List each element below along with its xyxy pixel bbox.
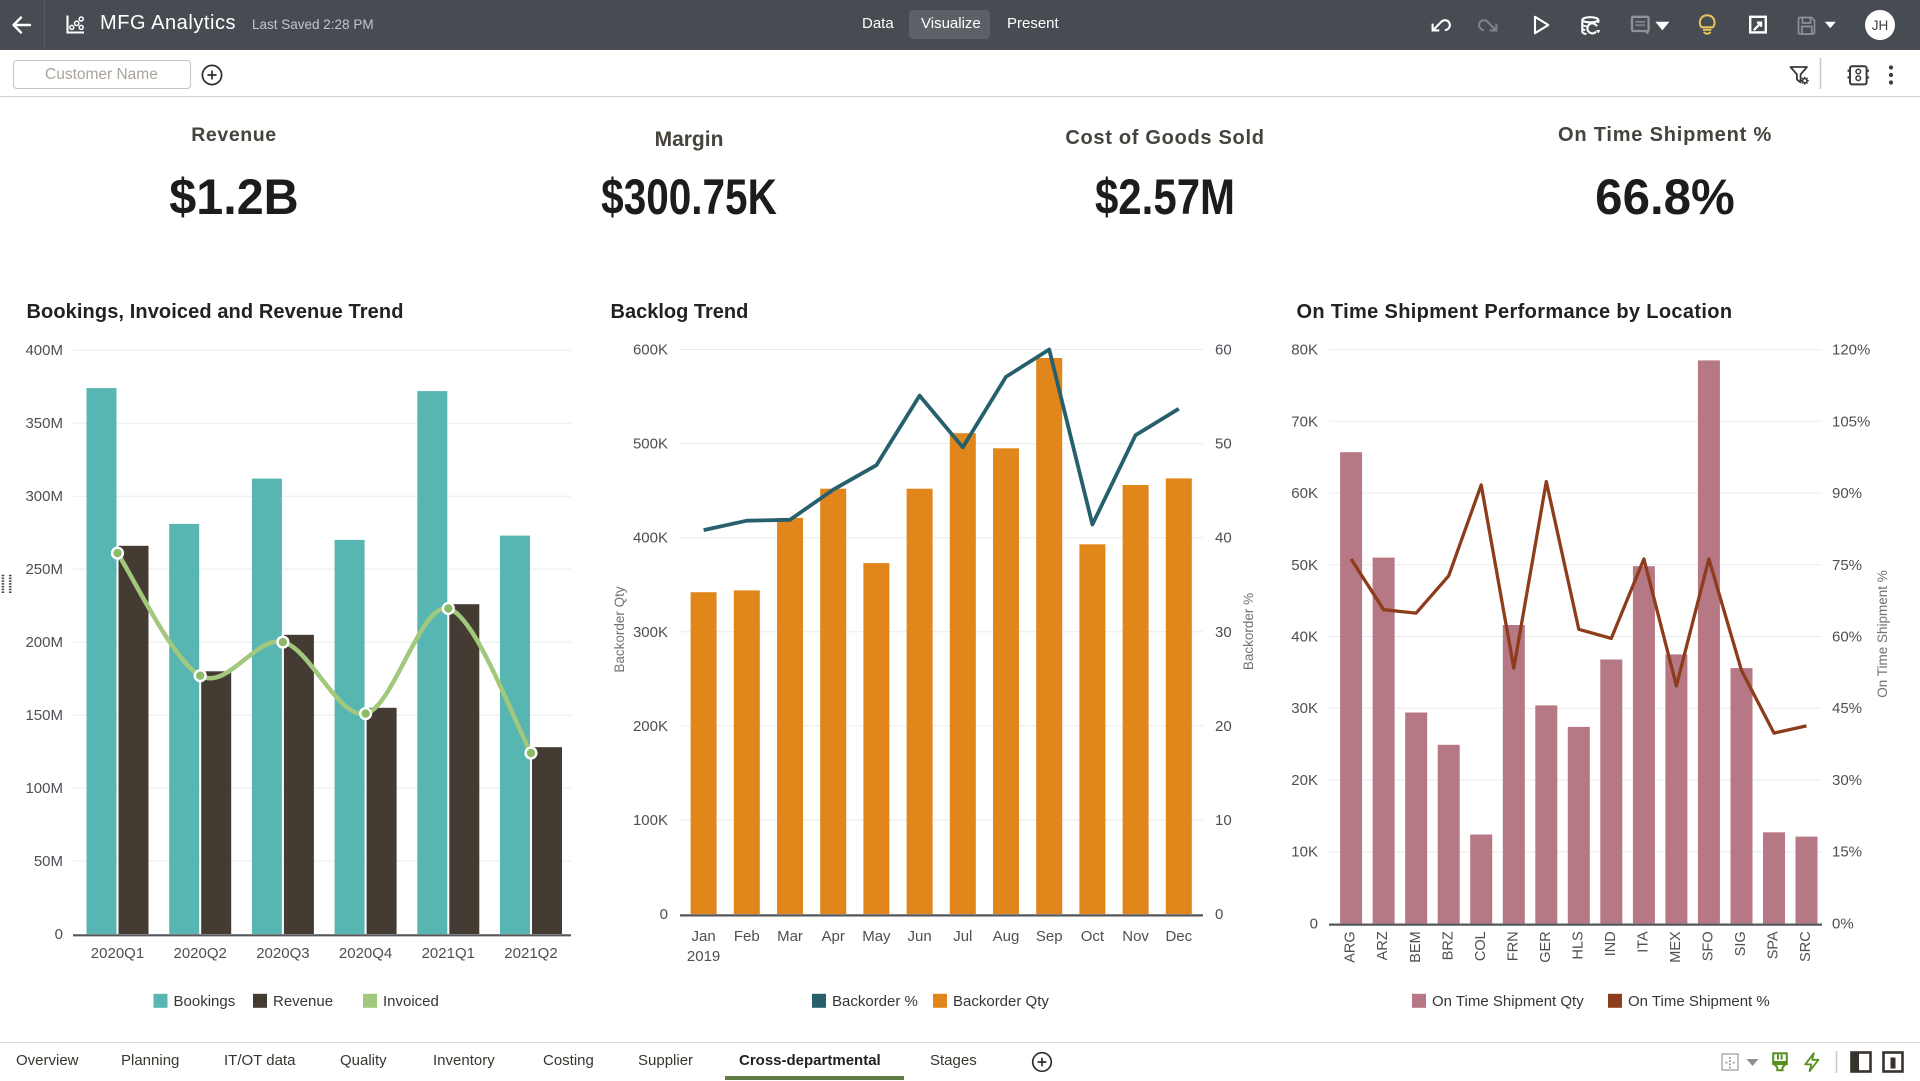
svg-text:60%: 60% bbox=[1832, 629, 1862, 646]
svg-text:On Time Shipment %: On Time Shipment % bbox=[1628, 993, 1770, 1010]
svg-text:50K: 50K bbox=[1291, 557, 1318, 574]
svg-text:Bookings, Invoiced and Revenue: Bookings, Invoiced and Revenue Trend bbox=[27, 301, 404, 323]
svg-text:20: 20 bbox=[1215, 718, 1232, 735]
svg-text:SPA: SPA bbox=[1766, 931, 1782, 959]
svg-text:2021Q2: 2021Q2 bbox=[504, 945, 557, 962]
svg-text:GER: GER bbox=[1538, 931, 1554, 962]
svg-text:IND: IND bbox=[1603, 931, 1619, 956]
svg-text:Feb: Feb bbox=[734, 928, 760, 945]
svg-text:70K: 70K bbox=[1291, 413, 1318, 430]
svg-text:350M: 350M bbox=[25, 415, 63, 432]
svg-text:Jul: Jul bbox=[953, 928, 972, 945]
svg-text:Sep: Sep bbox=[1036, 928, 1063, 945]
svg-text:200M: 200M bbox=[25, 634, 63, 651]
svg-text:105%: 105% bbox=[1832, 413, 1870, 430]
svg-text:10K: 10K bbox=[1291, 844, 1318, 861]
svg-text:May: May bbox=[862, 928, 891, 945]
svg-text:100K: 100K bbox=[633, 812, 668, 829]
svg-text:On Time Shipment Performance b: On Time Shipment Performance by Location bbox=[1297, 301, 1733, 323]
svg-text:600K: 600K bbox=[633, 342, 668, 359]
svg-text:300M: 300M bbox=[25, 488, 63, 505]
svg-text:BRZ: BRZ bbox=[1440, 931, 1456, 960]
svg-text:ARZ: ARZ bbox=[1375, 931, 1391, 960]
svg-text:0: 0 bbox=[55, 926, 63, 943]
svg-text:60: 60 bbox=[1215, 342, 1232, 359]
svg-text:MEX: MEX bbox=[1668, 931, 1684, 963]
svg-text:40: 40 bbox=[1215, 530, 1232, 547]
svg-text:SFO: SFO bbox=[1701, 931, 1717, 961]
svg-text:30K: 30K bbox=[1291, 700, 1318, 717]
svg-text:Oct: Oct bbox=[1081, 928, 1105, 945]
svg-text:60K: 60K bbox=[1291, 485, 1318, 502]
svg-text:Aug: Aug bbox=[993, 928, 1020, 945]
svg-text:30%: 30% bbox=[1832, 772, 1862, 789]
svg-text:Dec: Dec bbox=[1165, 928, 1192, 945]
svg-text:150M: 150M bbox=[25, 707, 63, 724]
svg-text:0: 0 bbox=[1310, 915, 1318, 932]
svg-text:ITA: ITA bbox=[1636, 931, 1652, 953]
svg-text:50M: 50M bbox=[34, 853, 63, 870]
svg-text:Invoiced: Invoiced bbox=[383, 993, 439, 1010]
svg-text:40K: 40K bbox=[1291, 629, 1318, 646]
svg-text:FRN: FRN bbox=[1505, 931, 1521, 961]
svg-text:On Time Shipment %: On Time Shipment % bbox=[1875, 570, 1890, 698]
svg-text:Revenue: Revenue bbox=[273, 993, 333, 1010]
svg-text:0: 0 bbox=[1215, 906, 1223, 923]
svg-text:Backlog Trend: Backlog Trend bbox=[611, 301, 749, 323]
svg-text:90%: 90% bbox=[1832, 485, 1862, 502]
svg-text:20K: 20K bbox=[1291, 772, 1318, 789]
svg-text:80K: 80K bbox=[1291, 342, 1318, 359]
svg-text:200K: 200K bbox=[633, 718, 668, 735]
svg-text:Backorder %: Backorder % bbox=[832, 993, 918, 1010]
svg-text:250M: 250M bbox=[25, 561, 63, 578]
svg-text:2019: 2019 bbox=[687, 948, 720, 965]
svg-text:500K: 500K bbox=[633, 436, 668, 453]
svg-text:Backorder Qty: Backorder Qty bbox=[953, 993, 1049, 1010]
svg-text:30: 30 bbox=[1215, 624, 1232, 641]
svg-text:Nov: Nov bbox=[1122, 928, 1149, 945]
svg-text:400M: 400M bbox=[25, 342, 63, 359]
svg-text:75%: 75% bbox=[1832, 557, 1862, 574]
svg-text:COL: COL bbox=[1473, 931, 1489, 961]
svg-text:15%: 15% bbox=[1832, 844, 1862, 861]
svg-text:Jan: Jan bbox=[692, 928, 716, 945]
svg-text:Bookings: Bookings bbox=[174, 993, 236, 1010]
svg-text:2020Q4: 2020Q4 bbox=[339, 945, 392, 962]
svg-text:120%: 120% bbox=[1832, 342, 1870, 359]
svg-text:BEM: BEM bbox=[1408, 931, 1424, 962]
svg-text:SRC: SRC bbox=[1798, 931, 1814, 962]
svg-text:Apr: Apr bbox=[822, 928, 845, 945]
svg-text:50: 50 bbox=[1215, 436, 1232, 453]
svg-text:On Time Shipment Qty: On Time Shipment Qty bbox=[1432, 993, 1584, 1010]
svg-text:300K: 300K bbox=[633, 624, 668, 641]
svg-text:JH: JH bbox=[1872, 18, 1889, 33]
svg-text:2020Q3: 2020Q3 bbox=[256, 945, 309, 962]
svg-text:10: 10 bbox=[1215, 812, 1232, 829]
svg-text:45%: 45% bbox=[1832, 700, 1862, 717]
svg-text:Backorder Qty: Backorder Qty bbox=[612, 586, 627, 673]
svg-text:0%: 0% bbox=[1832, 915, 1854, 932]
svg-text:HLS: HLS bbox=[1570, 931, 1586, 959]
svg-text:Jun: Jun bbox=[908, 928, 932, 945]
svg-text:ARG: ARG bbox=[1343, 931, 1359, 962]
svg-text:2021Q1: 2021Q1 bbox=[422, 945, 475, 962]
svg-text:Mar: Mar bbox=[777, 928, 803, 945]
svg-text:2020Q2: 2020Q2 bbox=[174, 945, 227, 962]
svg-text:0: 0 bbox=[660, 906, 668, 923]
svg-text:100M: 100M bbox=[25, 780, 63, 797]
svg-text:SIG: SIG bbox=[1733, 931, 1749, 956]
svg-text:Backorder %: Backorder % bbox=[1241, 593, 1256, 670]
svg-text:2020Q1: 2020Q1 bbox=[91, 945, 144, 962]
svg-text:400K: 400K bbox=[633, 530, 668, 547]
